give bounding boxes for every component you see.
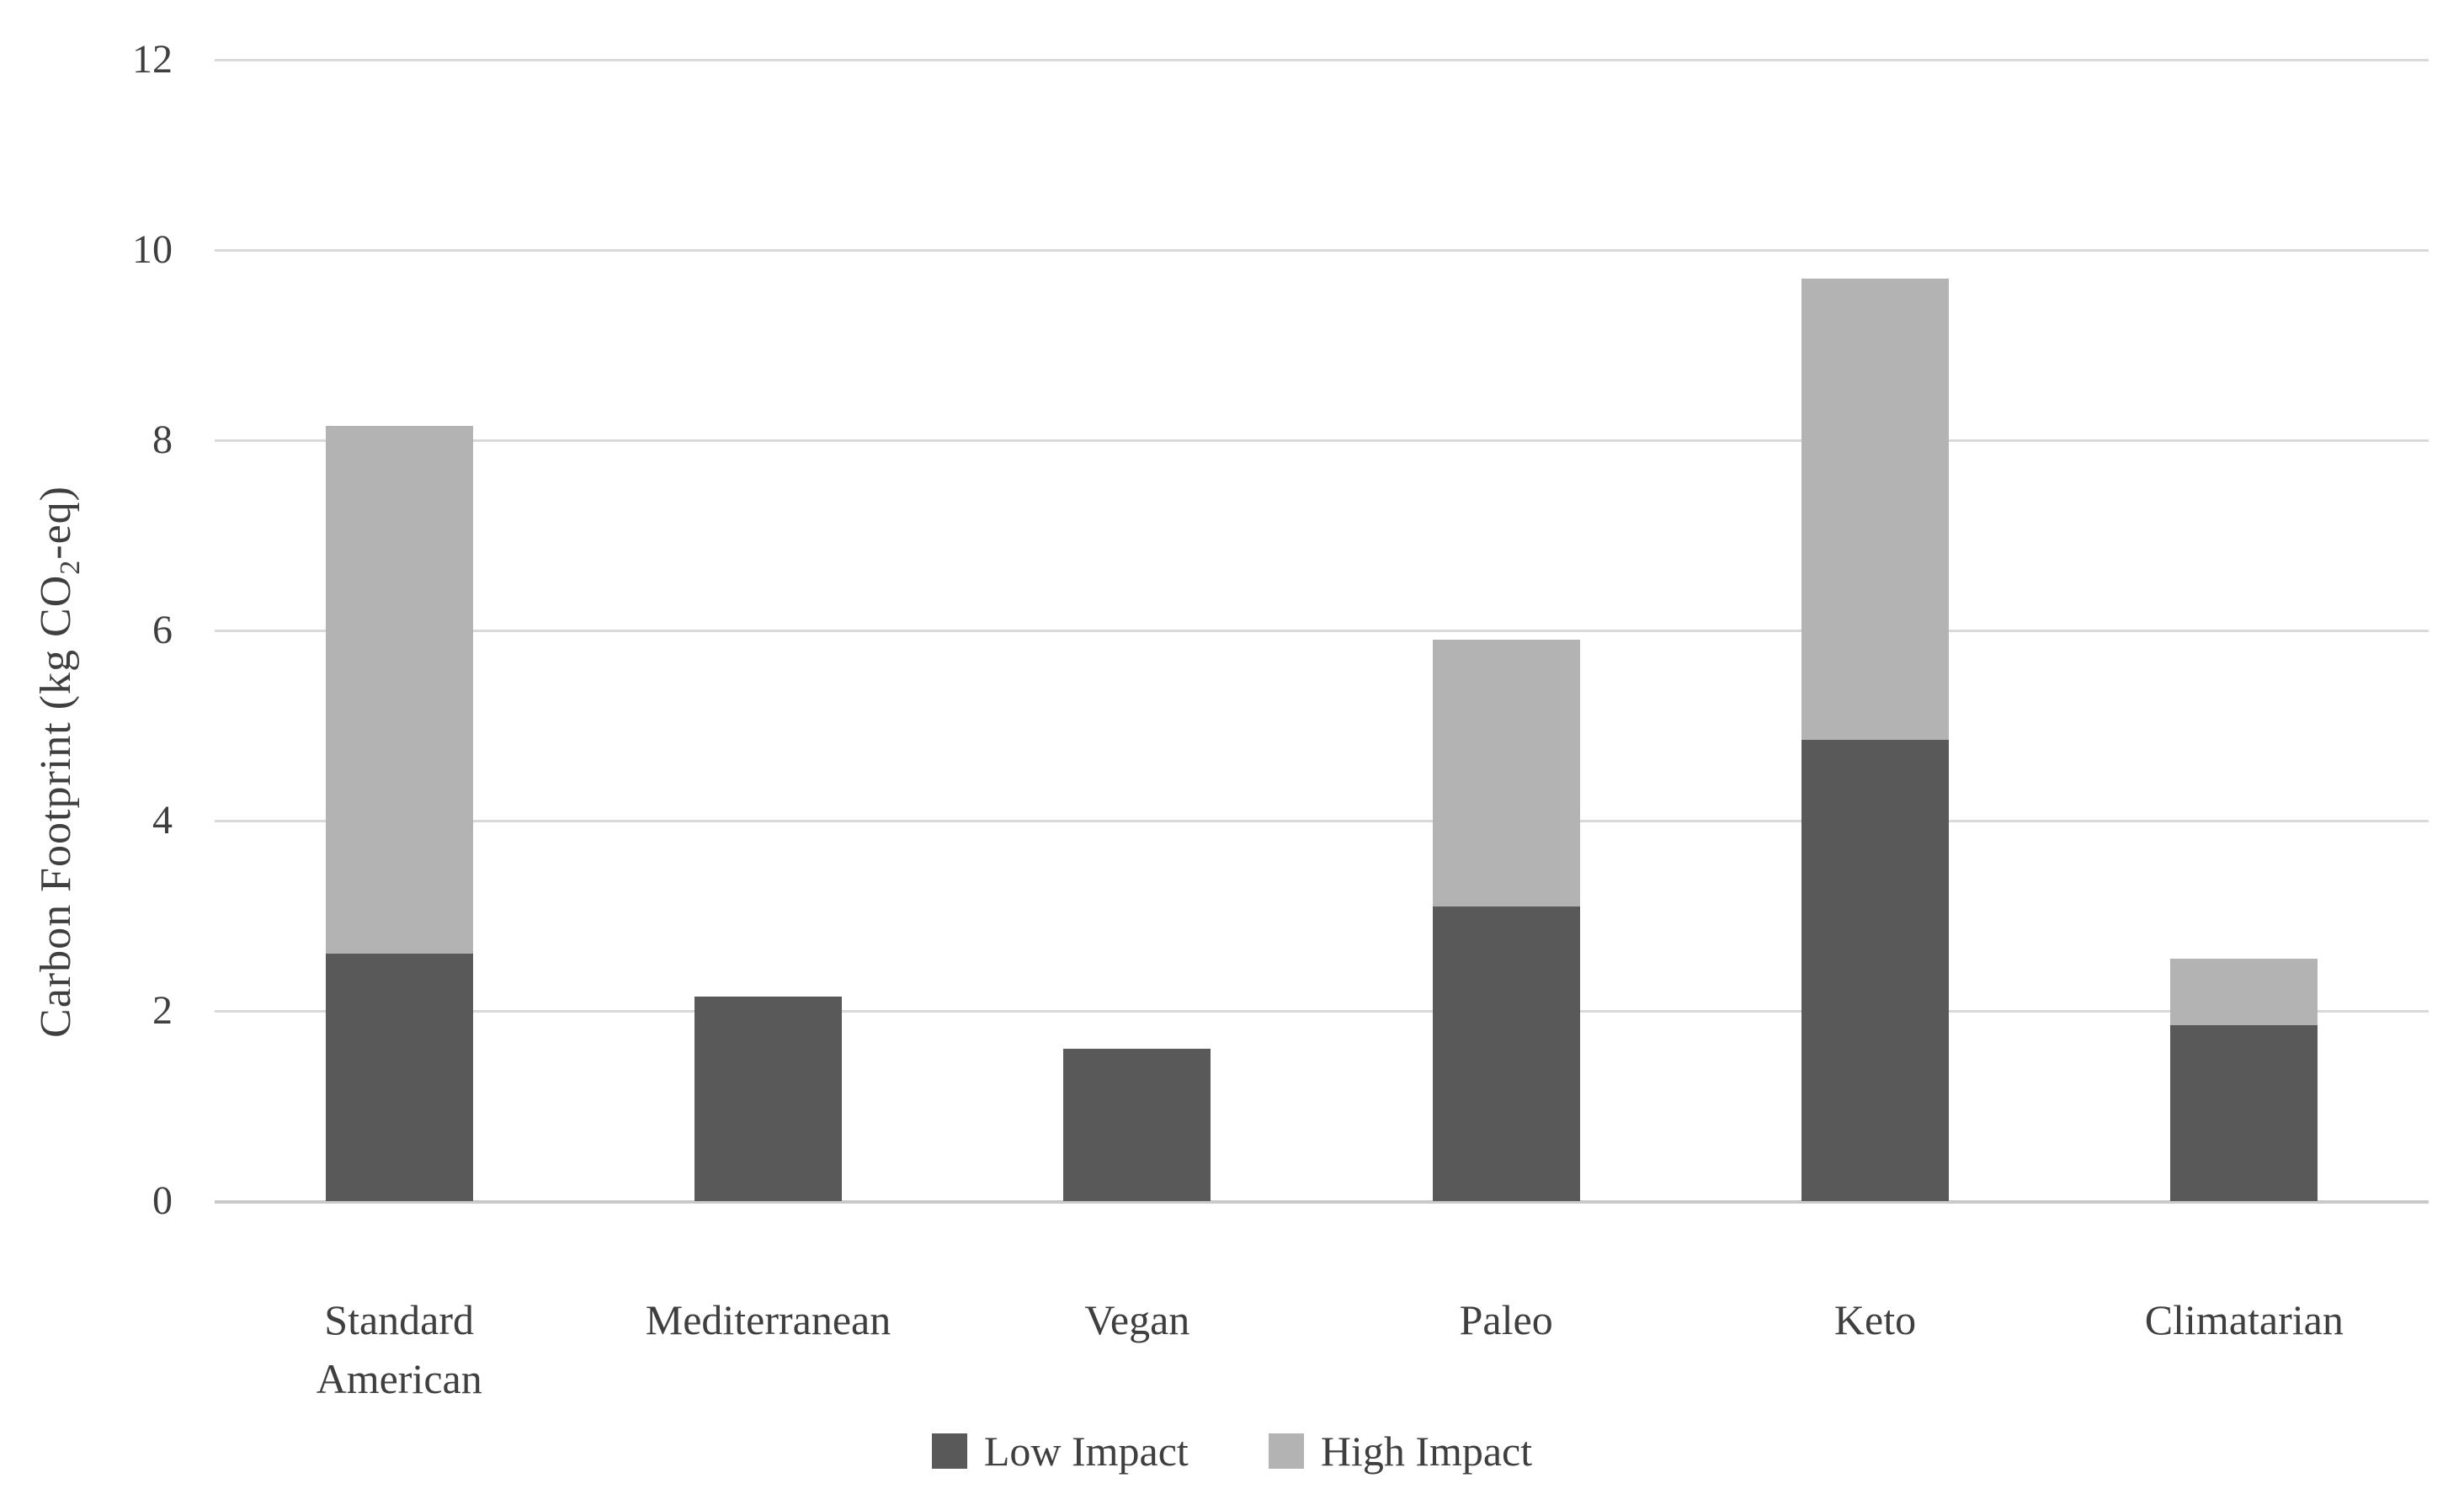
category-label-line: Mediterranean: [645, 1296, 891, 1343]
y-axis-title: Carbon Footprint (kg CO2-eq): [31, 486, 87, 1038]
y-axis-title-suffix: -eq): [31, 486, 80, 560]
gridline: [215, 820, 2429, 822]
category-label-paleo: Paleo: [1287, 1290, 1725, 1349]
high-impact-swatch-icon: [1268, 1433, 1304, 1469]
bar-climatarian-segment-high-impact: [2170, 958, 2318, 1025]
bar-mediterranean-segment-low-impact: [694, 997, 842, 1201]
bar-paleo-segment-low-impact: [1432, 906, 1580, 1201]
category-label-line: Climatarian: [2144, 1296, 2344, 1343]
category-label-line: Vegan: [1084, 1296, 1190, 1343]
legend-label-high-impact: High Impact: [1320, 1428, 1533, 1475]
gridline: [215, 630, 2429, 632]
bar-keto-segment-high-impact: [1801, 278, 1949, 740]
gridline: [215, 1010, 2429, 1013]
gridline: [215, 59, 2429, 61]
bar-standard-american-segment-low-impact: [325, 954, 473, 1201]
category-label-keto: Keto: [1657, 1290, 2094, 1349]
bar-keto-segment-low-impact: [1801, 739, 1949, 1201]
bar-standard-american-segment-high-impact: [325, 426, 473, 954]
bar-climatarian-segment-low-impact: [2170, 1024, 2318, 1201]
y-tick-label: 8: [152, 417, 173, 462]
y-tick-label: 4: [152, 798, 173, 843]
category-label-line: Paleo: [1459, 1296, 1553, 1343]
low-impact-swatch-icon: [931, 1433, 967, 1469]
bar-paleo-segment-high-impact: [1432, 640, 1580, 907]
legend: Low Impact High Impact: [0, 1429, 2464, 1473]
category-label-line: Keto: [1833, 1296, 1917, 1343]
y-tick-label: 12: [132, 37, 173, 82]
bar-vegan-segment-low-impact: [1063, 1049, 1211, 1201]
y-tick-label: 2: [152, 988, 173, 1033]
y-tick-label: 10: [132, 227, 173, 272]
legend-item-low-impact: Low Impact: [931, 1428, 1189, 1475]
gridline: [215, 439, 2429, 442]
y-tick-label: 0: [152, 1178, 173, 1223]
legend-label-low-impact: Low Impact: [983, 1428, 1189, 1475]
category-label-standard-american: Standard American: [180, 1290, 618, 1408]
category-label-vegan: Vegan: [918, 1290, 1356, 1349]
y-axis-title-subscript: 2: [55, 559, 87, 575]
legend-item-high-impact: High Impact: [1268, 1428, 1533, 1475]
category-label-line: Standard: [324, 1296, 475, 1343]
category-label-mediterranean: Mediterranean: [550, 1290, 987, 1349]
category-label-line: American: [316, 1355, 482, 1402]
y-tick-label: 6: [152, 608, 173, 652]
x-axis-baseline: [215, 1200, 2429, 1204]
category-label-climatarian: Climatarian: [2025, 1290, 2463, 1349]
gridline: [215, 249, 2429, 252]
